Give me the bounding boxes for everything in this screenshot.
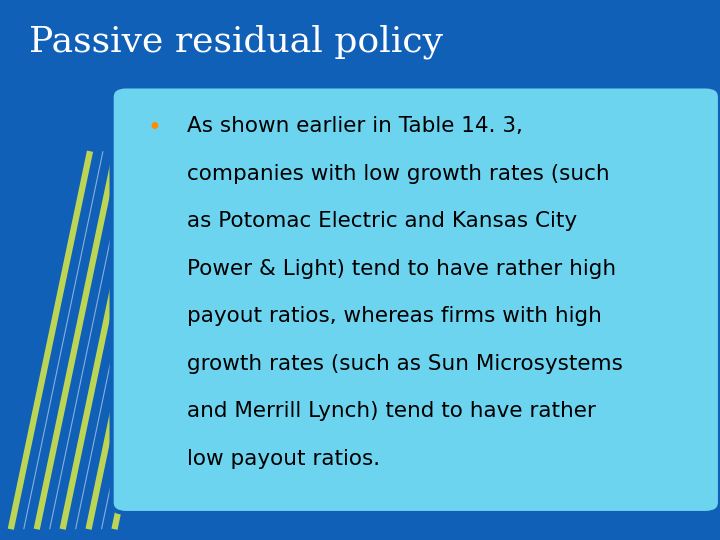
Text: growth rates (such as Sun Microsystems: growth rates (such as Sun Microsystems (187, 354, 623, 374)
Text: Power & Light) tend to have rather high: Power & Light) tend to have rather high (187, 259, 616, 279)
Text: •: • (148, 116, 161, 140)
FancyBboxPatch shape (112, 86, 720, 513)
Text: Passive residual policy: Passive residual policy (29, 24, 443, 59)
Text: companies with low growth rates (such: companies with low growth rates (such (187, 164, 610, 184)
Text: and Merrill Lynch) tend to have rather: and Merrill Lynch) tend to have rather (187, 401, 596, 421)
Text: As shown earlier in Table 14. 3,: As shown earlier in Table 14. 3, (187, 116, 523, 136)
Text: as Potomac Electric and Kansas City: as Potomac Electric and Kansas City (187, 211, 577, 231)
Text: low payout ratios.: low payout ratios. (187, 449, 380, 469)
Text: payout ratios, whereas firms with high: payout ratios, whereas firms with high (187, 306, 602, 326)
